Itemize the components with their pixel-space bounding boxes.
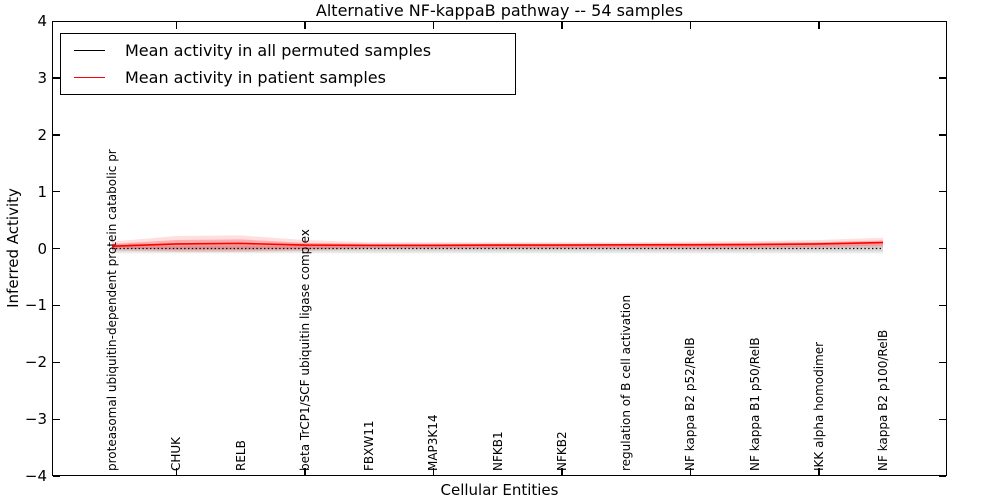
left-tick xyxy=(53,248,60,250)
right-tick xyxy=(939,191,946,193)
top-tick xyxy=(818,22,820,29)
right-tick xyxy=(939,304,946,307)
right-tick xyxy=(939,20,946,22)
y-tick-label: −1 xyxy=(24,296,47,315)
legend-label-permuted: Mean activity in all permuted samples xyxy=(125,41,432,60)
y-tick-label: −2 xyxy=(24,353,47,372)
y-tick-label: 3 xyxy=(37,68,47,87)
bottom-tick xyxy=(689,468,692,475)
right-tick xyxy=(939,134,946,136)
left-tick xyxy=(53,134,60,136)
legend: Mean activity in all permuted samples Me… xyxy=(60,33,516,95)
legend-item-patient: Mean activity in patient samples xyxy=(61,68,515,87)
bottom-tick xyxy=(818,468,820,475)
permuted-samples-range-outer-band xyxy=(112,243,883,254)
left-tick xyxy=(53,304,60,307)
left-tick xyxy=(53,20,60,22)
right-tick xyxy=(939,418,946,420)
legend-label-patient: Mean activity in patient samples xyxy=(125,68,386,87)
y-tick-label: 4 xyxy=(37,12,47,30)
top-tick xyxy=(175,22,178,29)
x-axis-title: Cellular Entities xyxy=(440,481,559,499)
left-tick xyxy=(53,418,60,420)
permuted-line-sample-icon xyxy=(74,50,105,51)
top-tick xyxy=(689,22,692,29)
y-tick-label: −4 xyxy=(24,467,47,485)
left-tick xyxy=(53,77,60,79)
bottom-tick xyxy=(175,468,178,475)
y-tick-label: 0 xyxy=(37,239,47,258)
right-tick xyxy=(939,77,946,79)
patient-line-sample-icon xyxy=(74,77,105,78)
top-tick xyxy=(304,22,306,29)
patient-samples-range-outer-band xyxy=(112,235,883,252)
legend-item-permuted: Mean activity in all permuted samples xyxy=(61,41,515,60)
right-tick xyxy=(939,361,946,364)
chart-title: Alternative NF-kappaB pathway -- 54 samp… xyxy=(315,1,684,20)
right-tick xyxy=(939,475,946,477)
y-tick-label: 1 xyxy=(37,182,47,201)
permuted-samples-range-inner-band xyxy=(112,245,883,252)
bottom-tick xyxy=(561,468,563,475)
left-tick xyxy=(53,191,60,193)
patient-mean-line xyxy=(111,241,884,248)
top-tick xyxy=(432,22,435,29)
top-tick xyxy=(561,22,563,29)
plot-area xyxy=(52,21,947,476)
y-tick-label: 2 xyxy=(37,125,47,144)
left-tick xyxy=(53,361,60,364)
left-tick xyxy=(53,475,60,477)
y-tick-label: −3 xyxy=(24,410,47,429)
bottom-tick xyxy=(304,468,306,475)
right-tick xyxy=(939,248,946,250)
bottom-tick xyxy=(432,468,435,475)
